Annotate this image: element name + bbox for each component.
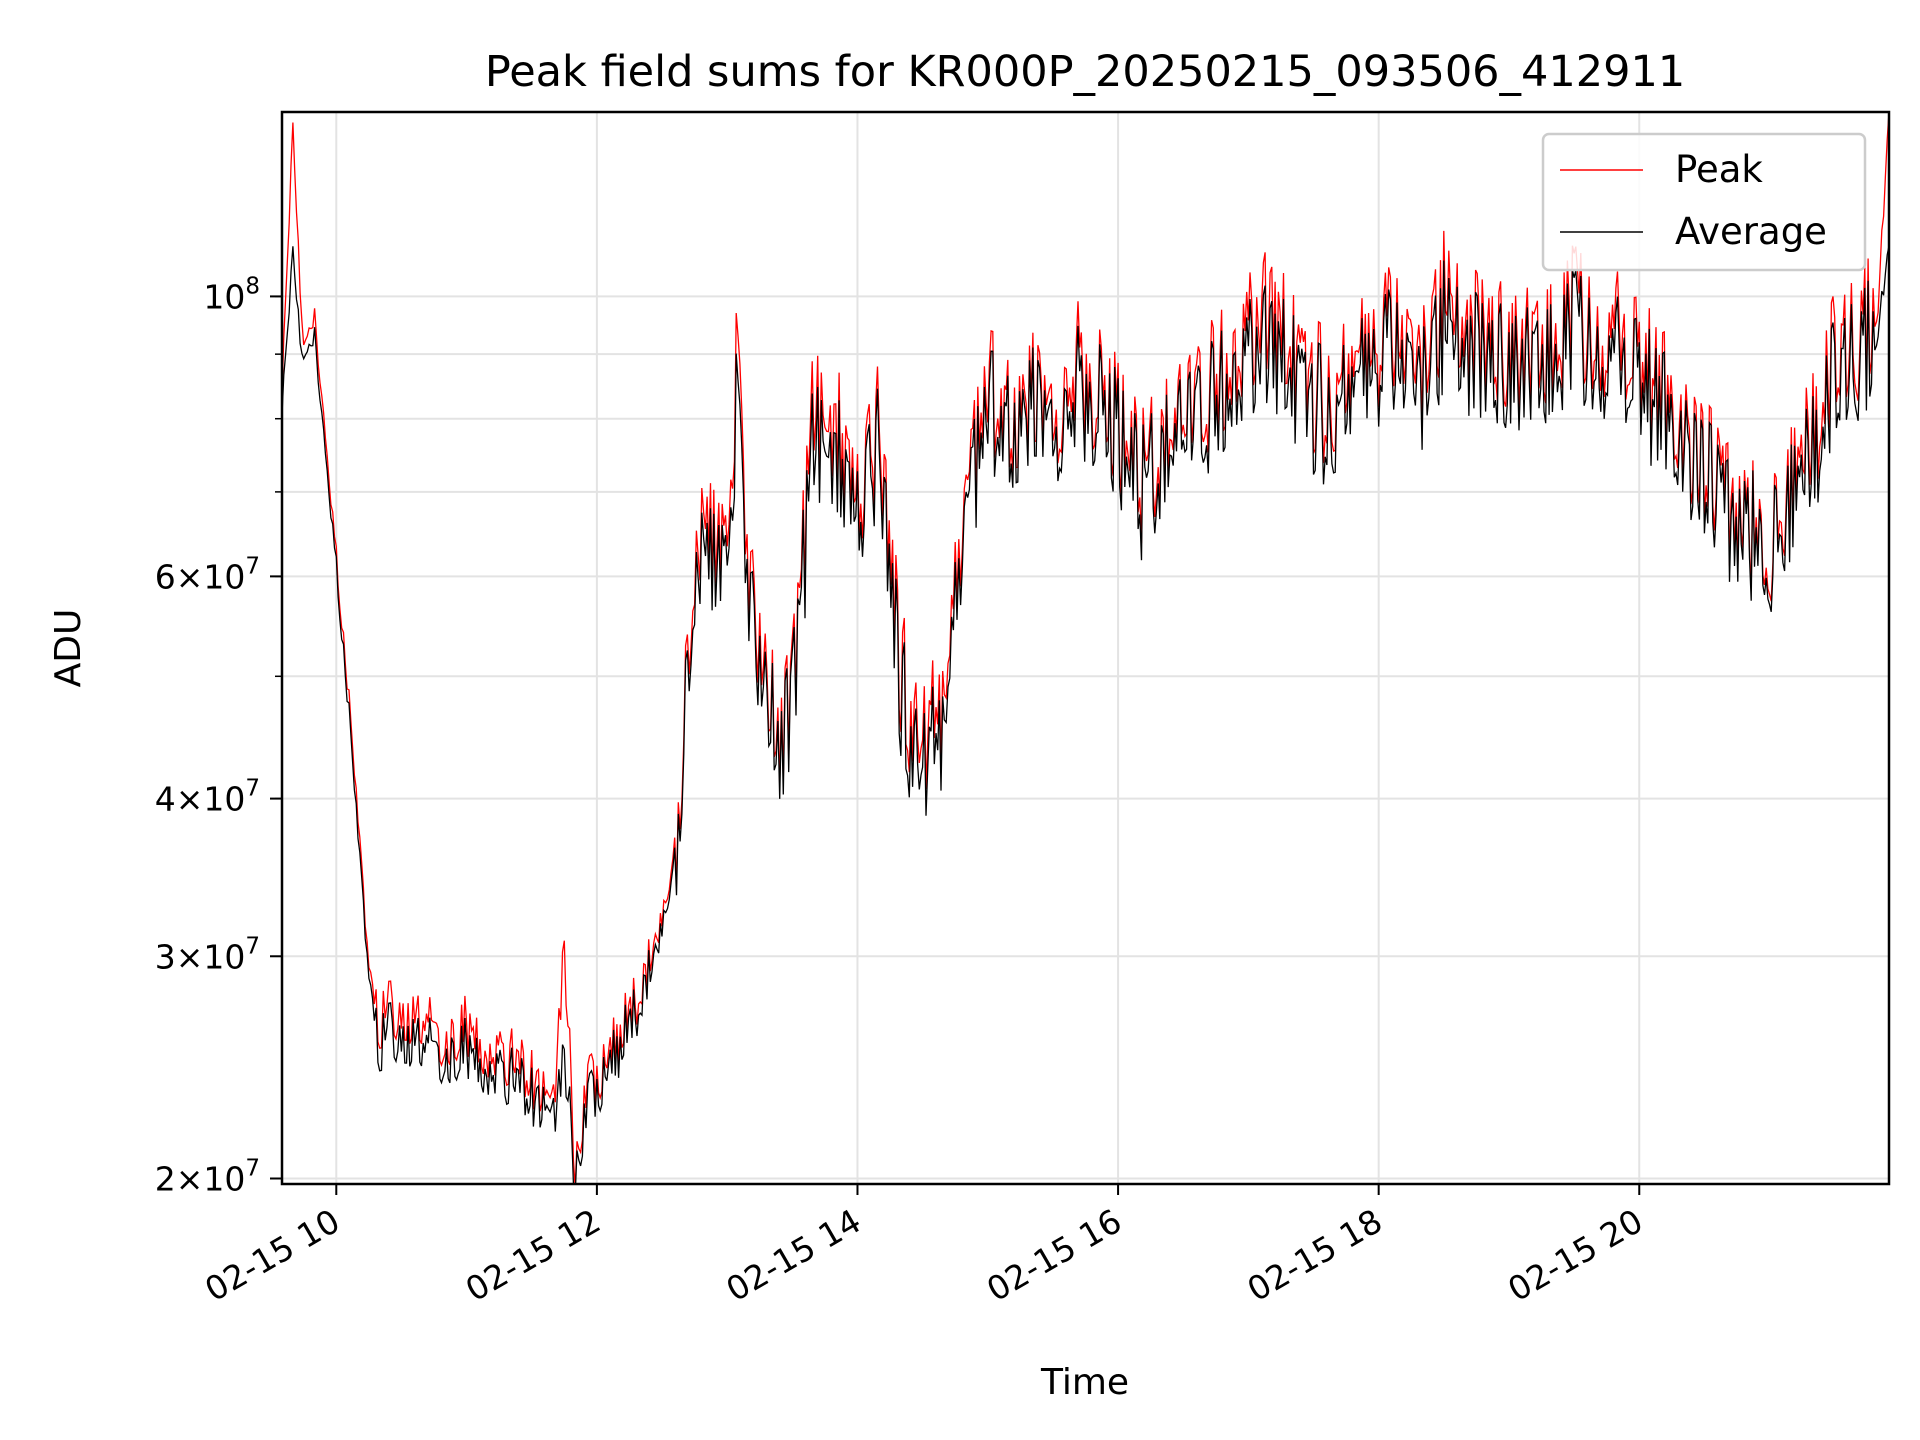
legend-box [1541,132,1867,272]
y-axis-ticks: 108 6×107 4×107 3×107 2×107 [155,273,282,1198]
y-tick-label: 108 [203,273,260,316]
average-series-line [282,245,1889,1184]
plot-series [282,112,1889,1184]
y-tick-label: 4×107 [155,776,260,819]
plot-frame [280,110,1891,1186]
chart-title: Peak field sums for KR000P_20250215_0935… [485,47,1685,97]
legend-average-label: Average [1675,210,1827,253]
grid-lines [282,112,1889,1184]
y-tick-label: 2×107 [155,1155,260,1198]
y-tick-label: 6×107 [155,553,260,596]
legend: Peak Average [1541,132,1867,272]
legend-peak-label: Peak [1675,148,1763,191]
y-axis-label: ADU [48,609,89,688]
x-axis-label: Time [1040,1362,1129,1403]
y-tick-label: 3×107 [155,933,260,976]
